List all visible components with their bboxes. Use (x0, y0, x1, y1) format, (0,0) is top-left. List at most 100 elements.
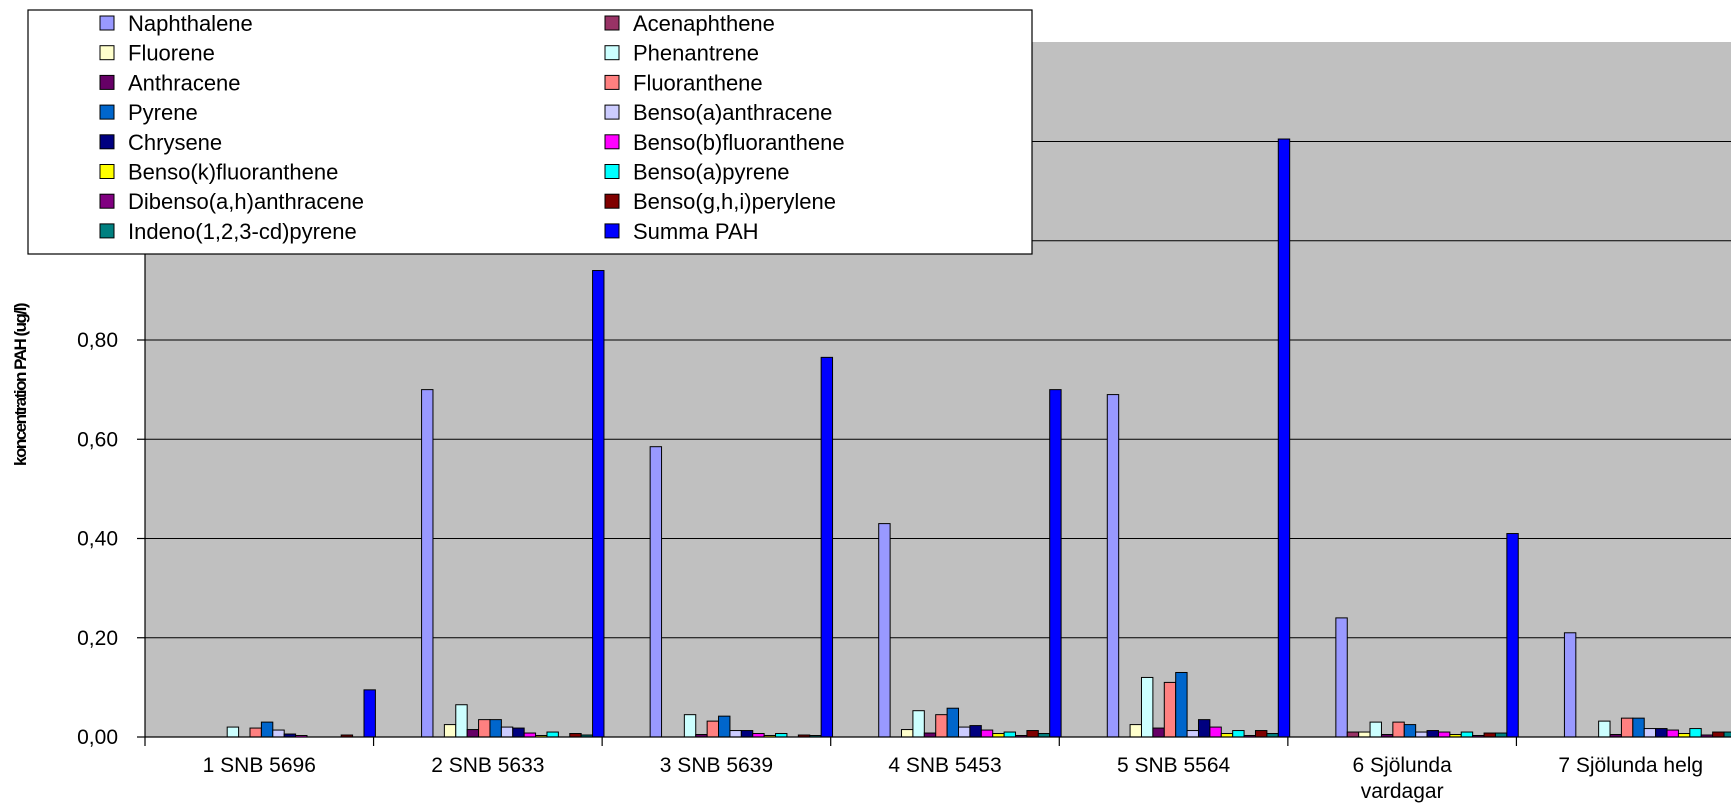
bar (466, 729, 480, 738)
x-category-label: vardagar (1361, 780, 1444, 803)
legend-swatch (99, 45, 115, 61)
legend-label: Dibenso(a,h)anthracene (128, 189, 364, 214)
legend-swatch (99, 15, 115, 31)
bar (1335, 617, 1348, 738)
bar (1369, 721, 1382, 738)
legend-label: Benso(b)fluoranthene (633, 130, 845, 155)
bar (706, 720, 720, 738)
bar (1197, 719, 1211, 738)
bar (683, 714, 697, 738)
y-tick-label: 0,40 (77, 528, 118, 551)
bar (260, 721, 274, 738)
bar (729, 730, 742, 738)
bar (718, 715, 731, 738)
bar (878, 523, 891, 738)
bar (1277, 138, 1291, 738)
bar (1358, 731, 1371, 738)
bar (1437, 731, 1451, 738)
bar (1460, 731, 1474, 738)
legend-swatch (99, 104, 115, 120)
legend-label: Benso(a)pyrene (633, 160, 790, 185)
legend-swatch (99, 134, 115, 150)
legend-label: Naphthalene (128, 11, 253, 36)
y-tick-labels: 0,00 0,20 0,40 0,60 0,80 (77, 329, 118, 749)
legend-swatch (604, 193, 620, 209)
bar (935, 714, 948, 738)
legend-label: Fluorene (128, 41, 215, 66)
y-tick-label: 0,60 (77, 428, 118, 451)
bar (1049, 389, 1062, 738)
bars (226, 138, 1731, 738)
bar (1712, 731, 1725, 738)
legend-label: Indeno(1,2,3-cd)pyrene (128, 219, 357, 244)
bar (272, 729, 285, 738)
bar (1403, 724, 1417, 738)
bar (740, 730, 754, 738)
bar (1723, 731, 1731, 738)
bar (1209, 726, 1222, 738)
legend-label: Benso(k)fluoranthene (128, 160, 338, 185)
y-tick-label: 0,20 (77, 627, 118, 650)
bar (1655, 728, 1668, 738)
legend-label: Acenaphthene (633, 11, 775, 36)
bar (443, 724, 457, 738)
bar (546, 731, 559, 738)
legend-label: Phenantrene (633, 41, 759, 66)
y-tick-label: 0,00 (77, 726, 118, 749)
bar (1026, 730, 1039, 738)
bar (226, 726, 240, 738)
bar (912, 710, 925, 738)
bar (249, 727, 262, 738)
legend-swatch (99, 193, 115, 209)
legend: Naphthalene Acenaphthene Fluorene Phenantre… (27, 9, 1033, 255)
x-tick-labels: 1 SNB 5696 2 SNB 5633 3 SNB 5639 4 SNB 5453… (203, 754, 1703, 803)
bar (1186, 730, 1199, 738)
bar (1346, 731, 1360, 738)
bar (1140, 676, 1154, 738)
bar (1506, 533, 1519, 738)
x-category-label: 1 SNB 5696 (203, 754, 316, 777)
x-category-label: 7 Sjölunda helg (1558, 754, 1703, 777)
legend-swatch (604, 74, 620, 90)
bar (901, 729, 914, 738)
legend-swatch (604, 134, 620, 150)
bar (958, 726, 971, 738)
legend-label: Anthracene (128, 70, 241, 95)
bar (500, 726, 514, 738)
bar (592, 270, 605, 738)
legend-swatch (99, 164, 115, 179)
bar (649, 446, 663, 738)
legend-label: Fluoranthene (633, 70, 763, 95)
legend-swatch (99, 223, 115, 239)
bar (820, 356, 834, 738)
bar (421, 389, 434, 738)
legend-label: Chrysene (128, 130, 222, 155)
bar (363, 689, 376, 738)
bar (1620, 717, 1634, 738)
legend-label: Summa PAH (633, 219, 759, 244)
bar (946, 707, 960, 738)
bar (1232, 730, 1245, 738)
bar (1392, 721, 1405, 738)
bar (1254, 730, 1268, 738)
bar (1175, 671, 1188, 738)
legend-swatch (604, 45, 620, 61)
legend-label: Benso(a)anthracene (633, 100, 832, 125)
bar (1415, 731, 1428, 738)
legend-label: Benso(g,h,i)perylene (633, 189, 836, 214)
bar (1598, 720, 1611, 738)
legend-swatch (604, 223, 620, 239)
legend-swatch (604, 104, 620, 120)
bar (1129, 724, 1142, 738)
bar (969, 725, 982, 738)
bar (455, 704, 468, 738)
legend-swatch (604, 15, 620, 31)
bar (1689, 728, 1702, 738)
bar (1163, 681, 1177, 738)
x-category-label: 4 SNB 5453 (888, 754, 1001, 777)
legend-label: Pyrene (128, 100, 198, 125)
x-category-label: 2 SNB 5633 (431, 754, 544, 777)
y-axis-label: koncentration PAH (ug/l) (11, 303, 30, 466)
legend-swatch (604, 164, 620, 179)
bar (1152, 727, 1165, 738)
